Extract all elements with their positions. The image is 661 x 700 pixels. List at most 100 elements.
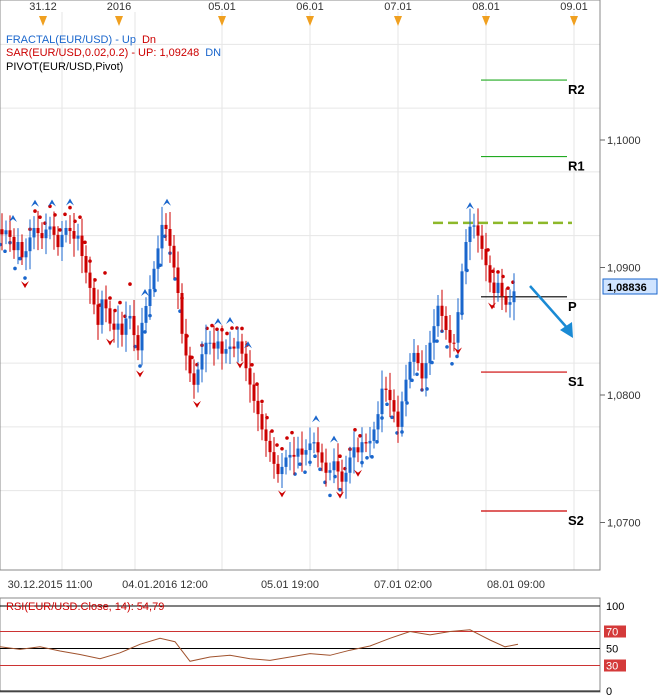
pivot-label-s2: S2 [568,513,584,528]
candle-body [148,289,152,307]
fractal-up-icon [66,198,74,206]
price-tick-label: 1,0900 [607,263,641,275]
time-label: 07.01 02:00 [374,579,432,591]
candle-body [408,361,412,380]
sar-dot [118,300,122,305]
candle-body [28,237,32,252]
candle-body [240,341,244,354]
candle-body [288,454,292,458]
candle-body [428,342,432,364]
sar-dot [3,249,7,254]
candle-body [280,466,284,475]
candle-body [204,342,208,355]
sar-dot [18,256,22,261]
fractal-up-icon [9,215,17,223]
candle-body [368,440,372,444]
candle-body [392,400,396,412]
sar-dot [83,240,87,245]
time-label: 30.12.2015 11:00 [8,579,93,591]
candle-body [236,341,240,349]
sar-dot [280,447,284,451]
candle-body [112,323,116,330]
candle-body [72,231,76,239]
rsi-level-label: 70 [606,627,618,639]
candle-body [496,282,500,293]
sar-dot [23,276,27,280]
top-date-label: 09.01 [560,1,588,13]
sar-dot [290,430,294,435]
sar-dot [78,215,82,219]
last-price-value: 1,08836 [607,282,647,294]
sar-dot [358,434,362,438]
candle-body [228,346,232,350]
candle-body [140,322,144,351]
sar-dot [303,470,307,474]
candle-body [468,226,472,242]
time-label: 08.01 09:00 [487,579,545,591]
last-price-box [602,278,658,295]
fractal-up-icon [31,199,39,207]
candle-body [312,442,316,444]
candle-body [40,233,44,239]
candle-body [188,355,192,374]
candle-body [0,229,4,235]
sar-dots [0,204,515,498]
fractal-up-icon [226,317,234,325]
chart-grid [0,12,600,570]
sar-dot [450,361,454,366]
fractal-up-icon [141,289,149,296]
rsi-level-label: 30 [606,661,618,673]
top-date-label: 06.01 [296,1,324,13]
candle-body [464,242,468,272]
rsi-level-box [604,625,626,638]
candle-body [152,268,156,290]
price-tick-label: 1,1000 [607,135,641,147]
rsi-level-box [604,685,626,697]
top-date-label: 31.12 [29,1,57,13]
candle-body [88,272,92,288]
sar-dot [328,493,332,498]
sar-dot [390,415,394,420]
candle-body [296,448,300,457]
candle-body [80,235,84,257]
candle-body [508,302,512,305]
candle-body [196,369,200,385]
candle-body [248,368,252,385]
candle-body [444,315,448,330]
rsi-level-label: 0 [606,686,612,698]
sar-dot [506,286,510,290]
candle-body [124,318,128,335]
sar-dot [63,212,67,217]
candle-body [344,472,348,482]
candle-body [32,227,36,238]
candle-body [224,349,228,354]
sar-dot [270,429,274,433]
sar-dot [0,242,2,247]
candle-body [512,291,516,303]
fractal-dn: Dn [142,34,156,46]
candle-body [16,242,20,251]
candle-body [256,400,260,415]
rsi-level-box [604,659,626,672]
candlesticks [0,206,516,499]
candle-body [460,271,464,313]
candle-body [192,373,196,385]
candle-body [84,256,88,273]
candle-body [180,293,184,334]
candle-body [172,245,176,268]
fractal-down-icon [236,361,244,369]
fractal-up-icon [244,341,252,349]
candle-body [304,450,308,455]
candle-body [380,388,384,415]
fractal-down-icon [488,302,496,310]
candle-body [484,248,488,266]
candle-body [412,352,416,362]
pivot-label-r1: R1 [568,159,585,174]
svg-text:SAR(EUR/USD,0.02,0.2) - UP: 1,: SAR(EUR/USD,0.02,0.2) - UP: 1,09248 DN [6,47,221,59]
candle-body [220,341,224,354]
rsi-level-label: 100 [606,601,624,613]
date-marker-icon [39,16,47,26]
rsi-label: RSI(EUR/USD.Close, 14): 54,79 [6,601,164,613]
fractal-up-icon [214,318,222,326]
